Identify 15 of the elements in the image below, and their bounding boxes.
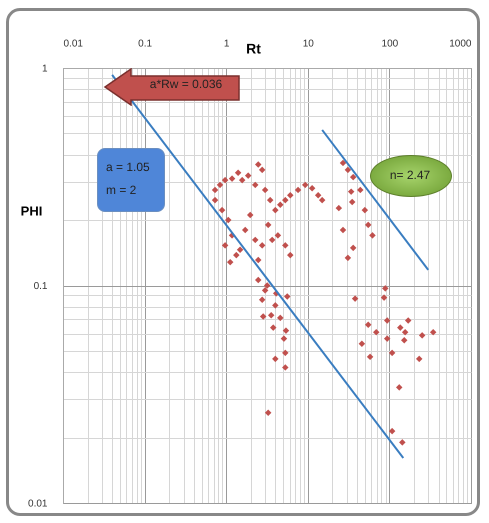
- annotation: a = 1.05: [106, 160, 150, 174]
- y-axis-title: PHI: [20, 204, 42, 218]
- y-tick-label: 0.01: [28, 498, 48, 510]
- y-tick-label: 1: [42, 64, 48, 74]
- annotation: m = 2: [106, 183, 136, 197]
- x-tick-label: 100: [382, 38, 399, 50]
- x-tick-label: 0.01: [64, 38, 84, 50]
- x-tick-label: 10: [302, 38, 314, 50]
- x-tick-label: 1000: [449, 38, 472, 50]
- x-tick-label: 0.1: [138, 38, 152, 50]
- x-tick-label: 1: [224, 38, 230, 50]
- annotation: n= 2.47: [388, 168, 432, 182]
- annotation: a*Rw = 0.036: [148, 77, 224, 91]
- y-tick-label: 0.1: [34, 281, 48, 292]
- x-axis-title: Rt: [246, 40, 262, 56]
